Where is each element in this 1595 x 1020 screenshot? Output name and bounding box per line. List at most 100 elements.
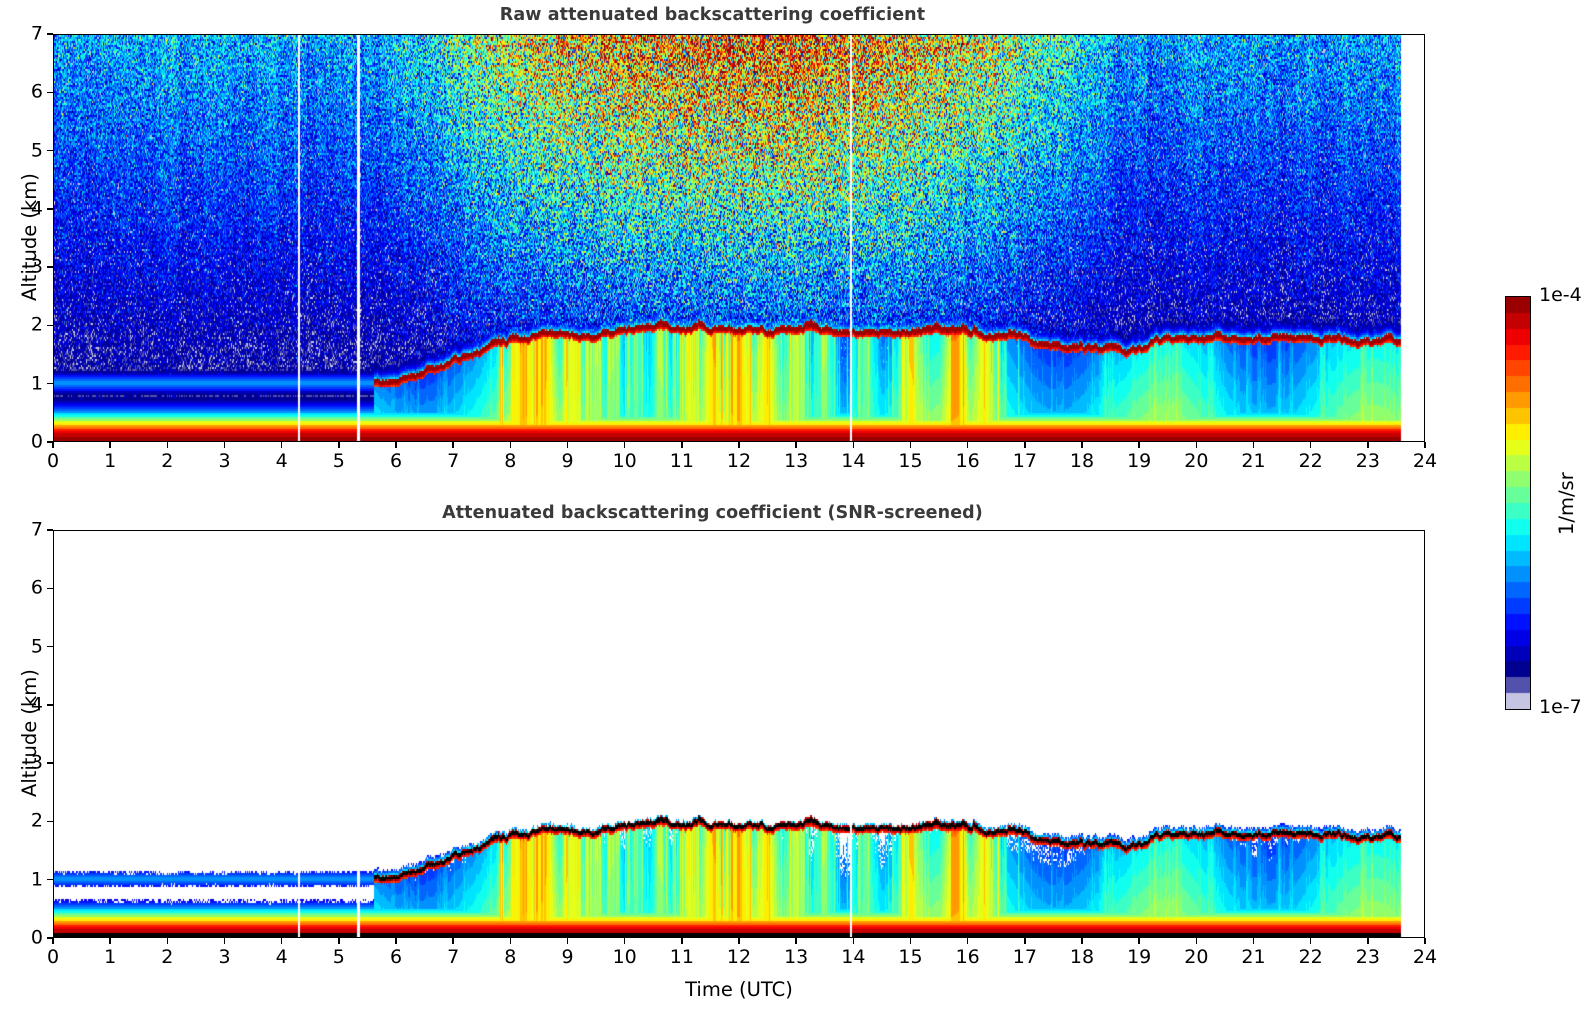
x-tickmark bbox=[852, 938, 855, 944]
x-tickmark bbox=[966, 442, 969, 448]
x-tick-label: 21 bbox=[1241, 450, 1266, 472]
x-tick-label: 3 bbox=[218, 946, 231, 968]
y-tickmark bbox=[47, 878, 53, 881]
x-tick-label: 7 bbox=[447, 450, 460, 472]
x-tickmark bbox=[738, 938, 740, 944]
x-tickmark bbox=[681, 938, 683, 944]
x-tick-label: 4 bbox=[275, 450, 288, 472]
heatmap-raw bbox=[53, 34, 1425, 442]
y-tick-label: 5 bbox=[30, 139, 43, 162]
x-tickmark bbox=[1309, 938, 1312, 944]
x-tick-label: 9 bbox=[561, 946, 574, 968]
y-tick-label: 2 bbox=[30, 809, 43, 832]
x-tickmark bbox=[681, 442, 683, 448]
x-tick-label: 22 bbox=[1298, 450, 1323, 472]
x-tick-label: 11 bbox=[669, 450, 694, 472]
y-tickmark bbox=[47, 324, 53, 327]
x-tick-label: 23 bbox=[1355, 946, 1380, 968]
x-tickmark bbox=[280, 938, 283, 944]
y-tickmark bbox=[47, 33, 53, 35]
x-tick-label: 16 bbox=[955, 450, 980, 472]
heatmap-screened bbox=[53, 530, 1425, 938]
x-tickmark bbox=[1195, 938, 1198, 944]
x-tickmark bbox=[1367, 442, 1369, 448]
y-tick-label: 1 bbox=[30, 372, 43, 395]
colorbar-gradient bbox=[1505, 296, 1531, 710]
x-tickmark bbox=[109, 442, 111, 448]
x-tick-label: 15 bbox=[898, 946, 923, 968]
y-tick-label: 2 bbox=[30, 313, 43, 336]
x-tickmark bbox=[1024, 938, 1026, 944]
y-axis-label: Altitude (km) bbox=[18, 669, 41, 797]
x-tick-label: 23 bbox=[1355, 450, 1380, 472]
x-tickmark bbox=[395, 938, 397, 944]
x-tickmark bbox=[338, 442, 340, 448]
x-tick-label: 14 bbox=[841, 450, 866, 472]
y-tickmark bbox=[47, 266, 53, 268]
x-tickmark bbox=[1081, 442, 1083, 448]
x-tick-label: 21 bbox=[1241, 946, 1266, 968]
x-tick-label: 16 bbox=[955, 946, 980, 968]
x-tickmark bbox=[223, 938, 226, 944]
x-tick-label: 8 bbox=[504, 946, 517, 968]
x-tickmark bbox=[452, 442, 454, 448]
colorbar: 1e-4 1e-7 1/m/sr bbox=[1495, 280, 1595, 730]
x-tick-label: 22 bbox=[1298, 946, 1323, 968]
x-tick-label: 19 bbox=[1127, 946, 1152, 968]
y-tickmark bbox=[47, 441, 53, 443]
y-tick-label: 7 bbox=[30, 518, 43, 541]
x-tick-label: 11 bbox=[669, 946, 694, 968]
x-tick-label: 10 bbox=[612, 450, 637, 472]
x-tickmark bbox=[509, 442, 512, 448]
x-tick-label: 1 bbox=[104, 450, 117, 472]
x-tickmark bbox=[795, 442, 797, 448]
colorbar-tick-max: 1e-4 bbox=[1539, 284, 1582, 306]
x-tickmark bbox=[52, 938, 54, 944]
y-tickmark bbox=[47, 937, 53, 939]
x-tick-label: 15 bbox=[898, 450, 923, 472]
colorbar-tick-min: 1e-7 bbox=[1539, 696, 1582, 718]
x-tick-label: 3 bbox=[218, 450, 231, 472]
x-tickmark bbox=[223, 442, 226, 448]
x-tickmark bbox=[909, 938, 912, 944]
x-tickmark bbox=[509, 938, 512, 944]
x-tickmark bbox=[1252, 442, 1255, 448]
x-tick-label: 20 bbox=[1184, 450, 1209, 472]
x-tick-label: 7 bbox=[447, 946, 460, 968]
x-tickmark bbox=[1252, 938, 1255, 944]
y-axis-label: Altitude (km) bbox=[18, 173, 41, 301]
x-tick-label: 2 bbox=[161, 946, 174, 968]
x-tickmark bbox=[623, 938, 626, 944]
y-tick-label: 6 bbox=[30, 80, 43, 103]
y-tickmark bbox=[47, 704, 53, 706]
x-tickmark bbox=[1138, 938, 1140, 944]
x-tickmark bbox=[1424, 938, 1426, 944]
y-tick-label: 3 bbox=[30, 255, 43, 278]
x-tick-label: 0 bbox=[46, 450, 60, 472]
x-tick-label: 5 bbox=[332, 946, 345, 968]
x-tickmark bbox=[1195, 442, 1198, 448]
y-tickmark bbox=[47, 208, 53, 210]
x-tick-label: 24 bbox=[1412, 946, 1438, 968]
x-tick-label: 1 bbox=[104, 946, 117, 968]
x-tickmark bbox=[166, 938, 169, 944]
y-tick-label: 5 bbox=[30, 635, 43, 658]
x-tickmark bbox=[1424, 442, 1426, 448]
x-tickmark bbox=[966, 938, 969, 944]
y-tickmark bbox=[47, 529, 53, 531]
x-tick-label: 9 bbox=[561, 450, 574, 472]
x-tickmark bbox=[566, 938, 569, 944]
x-tick-label: 20 bbox=[1184, 946, 1209, 968]
x-tick-label: 13 bbox=[784, 450, 809, 472]
y-tickmark bbox=[47, 149, 53, 152]
x-tickmark bbox=[623, 442, 626, 448]
y-tick-label: 4 bbox=[30, 693, 43, 716]
y-tick-label: 0 bbox=[30, 926, 43, 949]
x-tickmark bbox=[738, 442, 740, 448]
y-tick-label: 6 bbox=[30, 576, 43, 599]
x-tick-label: 13 bbox=[784, 946, 809, 968]
y-tick-label: 4 bbox=[30, 197, 43, 220]
x-tick-label: 6 bbox=[389, 450, 403, 472]
x-tickmark bbox=[909, 442, 912, 448]
x-tick-label: 8 bbox=[504, 450, 517, 472]
